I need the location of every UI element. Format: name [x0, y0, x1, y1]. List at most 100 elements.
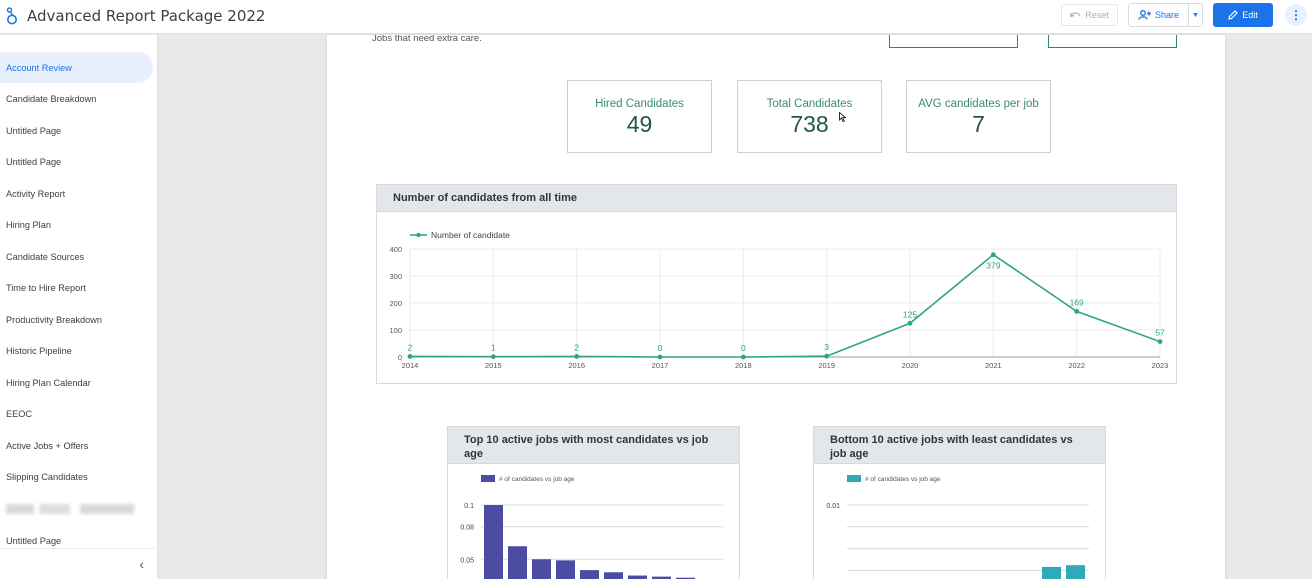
y-tick-label: 300	[389, 272, 402, 281]
redacted-nav-item[interactable]	[6, 504, 134, 514]
scorecard-label: AVG candidates per job	[918, 98, 1039, 110]
scorecard-total-candidates[interactable]: Total Candidates 738	[737, 80, 882, 153]
filter-control[interactable]	[1048, 35, 1177, 48]
data-point	[574, 354, 580, 359]
y-tick-label: 100	[389, 326, 402, 335]
data-label: 1	[491, 343, 496, 353]
edit-button[interactable]: Edit	[1213, 3, 1273, 27]
share-button[interactable]: Share ▼	[1128, 3, 1203, 27]
x-tick-label: 2016	[568, 361, 585, 370]
top-bar: Advanced Report Package 2022 Reset Share…	[0, 0, 1312, 34]
chevron-left-icon: ‹	[139, 556, 144, 572]
legend-label: Number of candidate	[431, 230, 510, 240]
nav-item-activity-report[interactable]: Activity Report	[6, 188, 66, 199]
bar	[484, 505, 503, 579]
data-label: 3	[824, 342, 829, 352]
edit-label: Edit	[1242, 10, 1258, 20]
nav-item-untitled-page[interactable]: Untitled Page	[6, 535, 62, 546]
report-title: Advanced Report Package 2022	[27, 7, 266, 25]
bar	[556, 560, 575, 579]
legend-label: # of candidates vs job age	[499, 476, 575, 483]
x-tick-label: 2023	[1152, 361, 1169, 370]
x-tick-label: 2019	[818, 361, 835, 370]
data-label: 2	[574, 342, 579, 352]
chart-title: Bottom 10 active jobs with least candida…	[814, 427, 1105, 464]
chart-title: Number of candidates from all time	[377, 185, 1176, 212]
y-tick-label: 0.1	[464, 503, 474, 510]
y-tick-label: 0.05	[460, 557, 474, 564]
data-point	[990, 252, 996, 258]
nav-item-candidate-sources[interactable]: Candidate Sources	[6, 251, 85, 262]
nav-item-productivity-breakdown[interactable]: Productivity Breakdown	[6, 314, 103, 325]
bar	[1066, 565, 1085, 579]
nav-item-hiring-plan-calendar[interactable]: Hiring Plan Calendar	[6, 377, 91, 388]
nav-item-historic-pipeline[interactable]: Historic Pipeline	[6, 345, 72, 356]
reset-label: Reset	[1085, 10, 1109, 20]
line-chart-candidates-all-time[interactable]: Number of candidates from all time Numbe…	[376, 184, 1177, 384]
legend-swatch	[847, 475, 861, 482]
data-label: 57	[1155, 328, 1165, 338]
bar-chart-top-jobs[interactable]: Top 10 active jobs with most candidates …	[447, 426, 740, 579]
data-point	[740, 354, 746, 360]
bar	[1042, 566, 1061, 579]
data-label: 0	[658, 343, 663, 353]
scorecard-value: 49	[626, 111, 653, 137]
scorecard-value: 738	[790, 111, 829, 137]
bar-chart-plot: # of candidates vs job age0.10.080.050.0…	[460, 475, 723, 579]
bar	[508, 546, 527, 579]
scorecard-avg-candidates[interactable]: AVG candidates per job 7	[906, 80, 1051, 153]
x-tick-label: 2018	[735, 361, 752, 370]
scorecard-label: Total Candidates	[766, 98, 853, 110]
y-tick-label: 0.08	[460, 525, 474, 532]
data-point	[407, 354, 413, 359]
bar-chart-plot: # of candidates vs job age 0.01	[826, 475, 1089, 579]
bar	[532, 559, 551, 579]
data-label: 0	[741, 343, 746, 353]
share-label: Share	[1154, 10, 1180, 20]
legend-swatch	[481, 475, 495, 482]
page-navigation: Account Review Candidate Breakdown Untit…	[0, 35, 158, 579]
bar-chart-bottom-jobs[interactable]: Bottom 10 active jobs with least candida…	[813, 426, 1106, 579]
nav-item-eeoc[interactable]: EEOC	[6, 408, 33, 419]
x-tick-label: 2014	[402, 361, 419, 370]
data-point	[1074, 308, 1080, 314]
data-point	[1157, 339, 1163, 345]
nav-item-untitled-page[interactable]: Untitled Page	[6, 125, 62, 136]
report-canvas: Jobs that need extra care. Hired Candida…	[327, 35, 1225, 579]
nav-item-untitled-page[interactable]: Untitled Page	[6, 156, 62, 167]
more-options-icon[interactable]: ⋮	[1285, 4, 1307, 26]
mouse-cursor-icon	[839, 112, 846, 122]
x-tick-label: 2020	[902, 361, 919, 370]
nav-item-account-review[interactable]: Account Review	[0, 52, 153, 83]
undo-icon	[1070, 12, 1081, 18]
reset-button[interactable]: Reset	[1061, 4, 1118, 26]
series-line-number-of-candidate	[409, 253, 1161, 358]
nav-item-candidate-breakdown[interactable]: Candidate Breakdown	[6, 93, 97, 104]
nav-item-slipping-candidates[interactable]: Slipping Candidates	[6, 471, 88, 482]
bar	[580, 570, 599, 579]
legend-marker	[416, 232, 421, 238]
nav-item-active-jobs-offers[interactable]: Active Jobs + Offers	[6, 440, 89, 451]
data-point	[907, 320, 913, 326]
chart-title: Top 10 active jobs with most candidates …	[448, 427, 739, 464]
share-dropdown-caret[interactable]: ▼	[1188, 4, 1202, 26]
data-point	[490, 354, 496, 360]
scorecard-value: 7	[972, 111, 985, 137]
x-tick-label: 2021	[985, 361, 1002, 370]
data-label: 125	[903, 309, 917, 319]
x-tick-label: 2015	[485, 361, 502, 370]
add-person-icon	[1138, 10, 1151, 20]
datastudio-logo-icon	[6, 7, 17, 25]
nav-item-time-to-hire-report[interactable]: Time to Hire Report	[6, 282, 86, 293]
bar	[676, 577, 695, 579]
y-tick-label: 0.01	[826, 503, 840, 510]
filter-control[interactable]	[889, 35, 1018, 48]
y-tick-label: 400	[389, 245, 402, 254]
collapse-sidebar-button[interactable]: ‹	[0, 548, 158, 579]
data-label: 169	[1070, 297, 1084, 307]
nav-item-hiring-plan[interactable]: Hiring Plan	[6, 219, 51, 230]
x-tick-label: 2017	[652, 361, 669, 370]
scorecard-hired-candidates[interactable]: Hired Candidates 49	[567, 80, 712, 153]
intro-text: Jobs that need extra care.	[372, 35, 482, 44]
y-tick-label: 200	[389, 299, 402, 308]
